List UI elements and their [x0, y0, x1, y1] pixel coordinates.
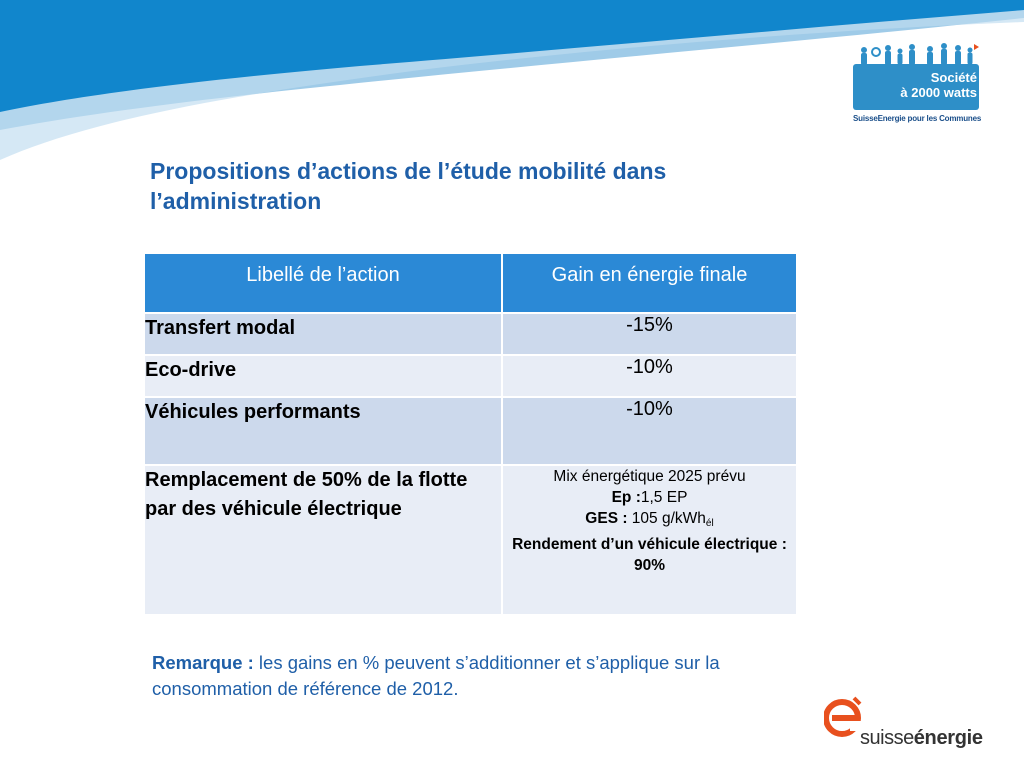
logo-line-1: Société — [930, 70, 977, 85]
action-label: Remplacement de 50% de la flotte par des… — [143, 464, 503, 616]
logo-word-suisse: suisse — [860, 727, 914, 749]
table-row: Véhicules performants -10% — [143, 396, 798, 466]
slide-title: Propositions d’actions de l’étude mobili… — [150, 158, 667, 214]
ges-value: 105 g/kWh — [627, 510, 706, 527]
table-row: Eco-drive -10% — [143, 354, 798, 398]
logo-subtitle: SuisseEnergie pour les Communes — [853, 114, 982, 123]
suisse-energie-logo: suisseénergie — [824, 696, 994, 758]
action-label: Véhicules performants — [143, 396, 503, 466]
remark-label: Remarque : — [152, 652, 254, 673]
ep-value: 1,5 EP — [640, 489, 688, 506]
rendement-line: Rendement d’un véhicule électrique : 90% — [512, 536, 787, 574]
table-row: Transfert modal -15% — [143, 312, 798, 356]
ep-line: Ep :1,5 EP — [503, 487, 796, 508]
ep-label: Ep : — [611, 489, 641, 506]
people-silhouettes-icon — [861, 43, 979, 65]
societe-2000-watts-logo: Société à 2000 watts SuisseEnergie pour … — [850, 42, 985, 130]
gain-value: -10% — [501, 354, 798, 398]
energie-e-icon — [824, 696, 862, 737]
energy-mix-line: Mix énergétique 2025 prévu — [553, 468, 746, 485]
logo-badge — [853, 64, 979, 110]
remark-text: les gains en % peuvent s’additionner et … — [152, 652, 720, 699]
action-label: Transfert modal — [143, 312, 503, 356]
ges-line: GES : 105 g/kWhél — [503, 508, 796, 534]
header-banner — [0, 0, 1024, 160]
column-header-action: Libellé de l’action — [143, 252, 503, 314]
logo-wordmark: suisseénergie — [860, 727, 983, 750]
gain-detail: Mix énergétique 2025 prévu Ep :1,5 EP GE… — [501, 464, 798, 616]
logo-word-energie: énergie — [913, 727, 983, 749]
ges-label: GES : — [585, 510, 628, 527]
table-header-row: Libellé de l’action Gain en énergie fina… — [143, 252, 798, 314]
table-row: Remplacement de 50% de la flotte par des… — [143, 464, 798, 616]
action-label: Eco-drive — [143, 354, 503, 398]
gain-value: -15% — [501, 312, 798, 356]
gain-value: -10% — [501, 396, 798, 466]
ges-subscript: él — [705, 518, 714, 529]
logo-line-2: à 2000 watts — [900, 85, 977, 100]
remark-note: Remarque : les gains en % peuvent s’addi… — [152, 650, 812, 702]
actions-table: Libellé de l’action Gain en énergie fina… — [143, 252, 798, 616]
column-header-gain: Gain en énergie finale — [501, 252, 798, 314]
